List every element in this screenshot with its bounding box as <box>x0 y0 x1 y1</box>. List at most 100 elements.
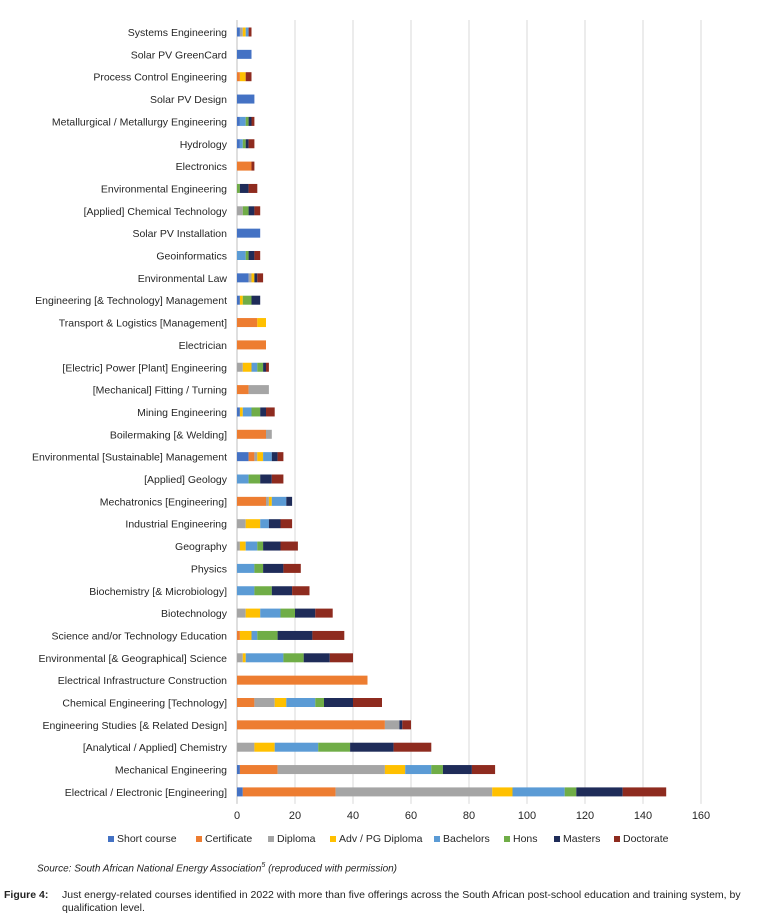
category-label: Metallurgical / Metallurgy Engineering <box>52 116 227 128</box>
bar-segment <box>242 653 246 663</box>
category-label: Industrial Engineering <box>125 519 227 531</box>
bar-segment <box>271 586 293 596</box>
bar-segment <box>237 630 240 640</box>
category-label: Chemical Engineering [Technology] <box>62 698 227 710</box>
bar-segment <box>399 720 403 730</box>
legend-label: Doctorate <box>623 833 669 845</box>
bar-segment <box>248 385 269 395</box>
bar-segment <box>471 765 496 775</box>
category-label: [Electric] Power [Plant] Engineering <box>62 362 227 374</box>
category-label: Engineering [& Technology] Management <box>35 295 227 307</box>
bar-segment <box>286 698 316 707</box>
category-label: Environmental Engineering <box>101 183 227 195</box>
bar-segment <box>260 407 266 417</box>
legend-label: Short course <box>117 833 177 845</box>
category-label: Electrician <box>179 340 228 352</box>
category-label: Boilermaking [& Welding] <box>110 429 227 441</box>
category-label: Solar PV Design <box>150 94 227 106</box>
caption-text: Just energy-related courses identified i… <box>62 889 741 914</box>
source-text: Source: South African National Energy As… <box>37 863 262 875</box>
legend-swatch <box>614 836 620 842</box>
category-label: Science and/or Technology Education <box>51 630 227 642</box>
category-label: Engineering Studies [& Related Design] <box>43 720 228 732</box>
bar-segment <box>237 742 255 752</box>
bar-segment <box>251 362 258 372</box>
category-label: Hydrology <box>180 139 228 151</box>
x-tick-label: 120 <box>576 810 594 822</box>
x-tick-label: 140 <box>634 810 652 822</box>
bar-segment <box>237 787 243 797</box>
bar-segment <box>324 698 353 707</box>
bar-segment <box>329 653 353 663</box>
legend-label: Hons <box>513 833 538 845</box>
bar-segment <box>242 206 249 216</box>
bar-segment <box>237 675 368 685</box>
bar-segment <box>237 362 243 372</box>
bar-segment <box>248 251 255 260</box>
bar-segment <box>260 519 269 529</box>
bar-segment <box>254 698 275 707</box>
bar-segment <box>266 362 269 372</box>
bar-segment <box>286 496 293 506</box>
category-label: Mechatronics [Engineering] <box>100 496 227 508</box>
bar-segment <box>245 608 261 618</box>
bar-segment <box>260 474 272 484</box>
bar-segment <box>274 698 287 707</box>
bar-segment <box>239 765 278 775</box>
bar-segment <box>242 362 252 372</box>
bar-segment <box>257 273 264 283</box>
bar-segment <box>239 139 243 149</box>
bar-segment <box>237 340 266 350</box>
x-tick-label: 40 <box>347 810 359 822</box>
legend-label: Adv / PG Diploma <box>339 833 423 845</box>
legend-swatch <box>330 836 336 842</box>
category-label: [Analytical / Applied] Chemistry <box>83 742 228 754</box>
caption-label: Figure 4: <box>4 889 49 901</box>
bar-segment <box>251 161 255 171</box>
legend-swatch <box>504 836 510 842</box>
bar-segment <box>245 139 249 149</box>
bar-segment <box>248 27 252 37</box>
bar-segment <box>576 787 623 797</box>
legend-label: Bachelors <box>443 833 490 845</box>
legend-label: Masters <box>563 833 600 845</box>
bar-segment <box>315 698 324 707</box>
bar-segment <box>239 541 246 551</box>
bar-segment <box>254 251 261 260</box>
bar-segment <box>277 452 284 462</box>
bar-segment <box>237 273 249 283</box>
bar-segment <box>245 116 249 126</box>
bar-segment <box>245 519 261 529</box>
bar-segment <box>237 720 385 730</box>
bar-segment <box>248 452 255 462</box>
bar-segment <box>237 407 240 417</box>
bar-segment <box>239 116 246 126</box>
bar-segment <box>384 720 400 730</box>
x-tick-label: 100 <box>518 810 536 822</box>
bar-segment <box>237 183 240 193</box>
bar-segment <box>237 563 255 573</box>
x-tick-label: 0 <box>234 810 240 822</box>
bar-segment <box>283 653 304 663</box>
source-suffix: (reproduced with permission) <box>265 863 398 875</box>
bar-segment <box>237 496 266 506</box>
category-label: Physics <box>191 563 227 575</box>
bar-segment <box>266 429 272 439</box>
legend-swatch <box>268 836 274 842</box>
source-reference: 5 <box>261 862 266 869</box>
bar-segment <box>254 563 264 573</box>
category-label: Electrical Infrastructure Construction <box>58 675 227 687</box>
bar-segment <box>237 698 255 707</box>
category-label: Geoinformatics <box>156 251 227 263</box>
bar-segment <box>237 765 240 775</box>
bar-segment <box>277 630 313 640</box>
bar-segment <box>237 429 266 439</box>
bar-segment <box>292 586 310 596</box>
bar-segment <box>251 630 258 640</box>
bar-segment <box>266 496 269 506</box>
category-label: Biotechnology <box>161 608 228 620</box>
bar-segment <box>237 452 249 462</box>
bar-segment <box>237 251 246 260</box>
category-label: Environmental [& Geographical] Science <box>38 653 227 665</box>
x-tick-label: 160 <box>692 810 710 822</box>
